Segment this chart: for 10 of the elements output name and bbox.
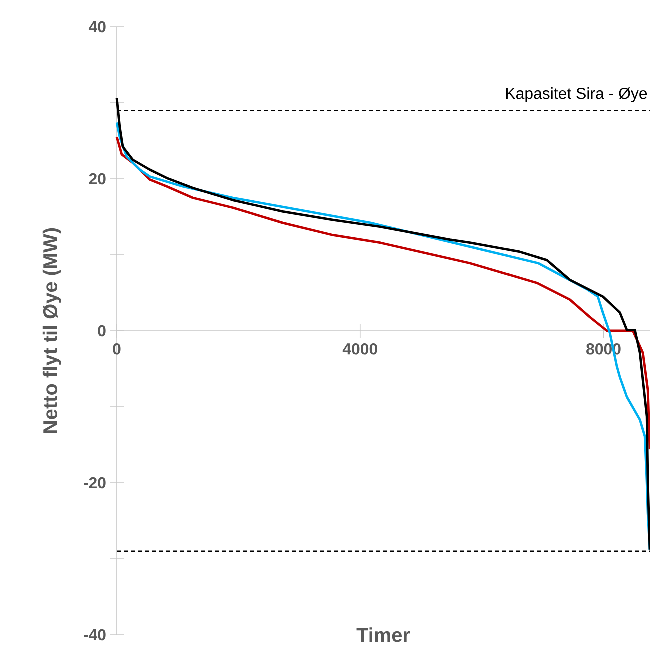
x-axis-title: Timer — [356, 628, 410, 642]
y-tick-label: -20 — [84, 477, 106, 489]
y-tick-label: 40 — [88, 21, 106, 33]
y-tick-label: 20 — [89, 173, 106, 185]
x-tick-label: 0 — [113, 344, 121, 355]
y-tick-label: 0 — [98, 325, 106, 337]
x-tick-label: 4000 — [342, 344, 378, 355]
ref-line-label: Kapasitet Sira - Øye — [506, 88, 648, 102]
y-tick-label: -40 — [84, 629, 106, 641]
y-axis-title: Netto flyt til Øye (MW) — [42, 228, 62, 434]
